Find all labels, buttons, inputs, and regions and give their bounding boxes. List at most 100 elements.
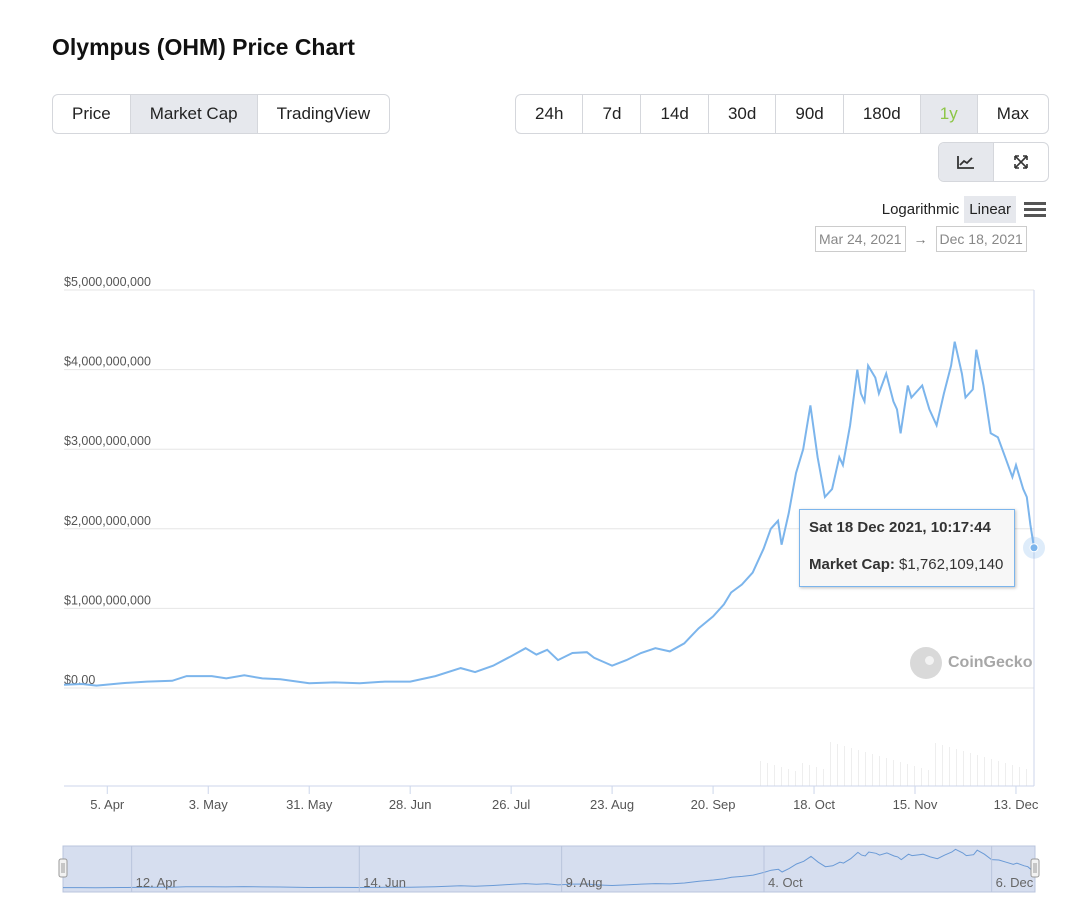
view-tab-price[interactable]: Price xyxy=(53,95,131,133)
tooltip-value: $1,762,109,140 xyxy=(899,556,1004,573)
volume-bar xyxy=(977,755,978,786)
range-tab-180d[interactable]: 180d xyxy=(844,95,921,133)
x-tick-label: 15. Nov xyxy=(893,797,938,812)
volume-bar xyxy=(949,747,950,786)
volume-bar xyxy=(816,767,817,786)
y-axis: $5,000,000,000 $4,000,000,000 $3,000,000,0… xyxy=(64,275,151,687)
range-tab-14d[interactable]: 14d xyxy=(641,95,709,133)
volume-bar xyxy=(809,765,810,786)
volume-bar xyxy=(928,770,929,786)
date-arrow: → xyxy=(913,231,928,247)
volume-bar xyxy=(970,753,971,786)
view-tab-tradingview[interactable]: TradingView xyxy=(276,104,371,123)
logarithmic-option[interactable]: Logarithmic xyxy=(881,201,960,218)
volume-bar xyxy=(956,749,957,786)
volume-bar xyxy=(858,750,859,786)
x-tick-label: 31. May xyxy=(286,797,333,812)
navigator[interactable]: 12. Apr 14. Jun 9. Aug 4. Oct 6. Dec xyxy=(58,845,1040,893)
volume-bar xyxy=(991,759,992,786)
date-from-input[interactable]: Mar 24, 2021 xyxy=(815,226,906,252)
range-tabs: 24h 7d 14d 30d 90d 180d 1y Max xyxy=(515,94,1049,134)
view-tabs: Price Market Cap TradingView xyxy=(52,94,391,134)
tooltip-key: Market Cap: xyxy=(809,556,895,573)
volume-bar xyxy=(865,752,866,786)
volume-bar xyxy=(802,763,803,786)
chart-tools xyxy=(938,142,1049,182)
y-tick-label: $5,000,000,000 xyxy=(64,275,151,289)
volume-bar xyxy=(1026,769,1027,786)
volume-bar xyxy=(907,764,908,786)
volume-bar xyxy=(844,746,845,786)
volume-bar xyxy=(851,748,852,786)
tooltip-date: Sat 18 Dec 2021, 10:17:44 xyxy=(809,519,991,536)
scale-toggle: Logarithmic Linear xyxy=(877,196,1046,223)
fullscreen-button[interactable] xyxy=(994,143,1048,181)
tooltip-value-row: Market Cap: $1,762,109,140 xyxy=(809,556,1005,573)
volume-bar xyxy=(795,771,796,786)
volume-bar xyxy=(1019,767,1020,786)
navigator-tick-label: 6. Dec xyxy=(996,875,1034,890)
x-tick-label: 20. Sep xyxy=(691,797,736,812)
market-cap-line xyxy=(63,341,1035,687)
y-tick-label: $3,000,000,000 xyxy=(64,434,151,448)
navigator-tick-label: 9. Aug xyxy=(566,875,603,890)
view-tab-market-cap[interactable]: Market Cap xyxy=(130,95,258,133)
volume-bar xyxy=(760,761,761,786)
volume-bar xyxy=(837,744,838,786)
x-tick-label: 18. Oct xyxy=(793,797,835,812)
page-title: Olympus (OHM) Price Chart xyxy=(52,34,355,60)
hamburger-menu-icon[interactable] xyxy=(1024,199,1046,220)
fullscreen-icon xyxy=(1014,155,1028,169)
navigator-window[interactable] xyxy=(62,845,1036,893)
x-tick-label: 26. Jul xyxy=(492,797,530,812)
hover-point xyxy=(1029,543,1039,553)
range-tab-30d[interactable]: 30d xyxy=(709,95,777,133)
grid-lines xyxy=(64,289,1035,786)
volume-bar xyxy=(879,756,880,786)
range-tab-7d[interactable]: 7d xyxy=(583,95,642,133)
x-axis: 5. Apr 3. May 31. May 28. Jun 26. Jul 23. Aug… xyxy=(64,785,1039,812)
volume-bar xyxy=(788,769,789,786)
volume-bar xyxy=(886,758,887,786)
x-tick-label: 23. Aug xyxy=(590,797,634,812)
volume-bar xyxy=(963,751,964,786)
volume-bar xyxy=(1012,765,1013,786)
volume-bar xyxy=(781,767,782,786)
navigator-left-handle[interactable] xyxy=(58,858,68,878)
y-tick-label: $4,000,000,000 xyxy=(64,355,151,369)
volume-bar xyxy=(893,760,894,786)
volume-bar xyxy=(823,769,824,786)
linear-option[interactable]: Linear xyxy=(964,196,1016,223)
volume-bar xyxy=(900,762,901,786)
x-tick-label: 13. Dec xyxy=(994,797,1039,812)
coingecko-watermark: CoinGecko xyxy=(910,647,1032,679)
navigator-tick-label: 14. Jun xyxy=(363,875,406,890)
volume-bar xyxy=(1005,763,1006,786)
chart-tooltip: Sat 18 Dec 2021, 10:17:44 Market Cap: $1… xyxy=(799,509,1015,587)
y-tick-label: $1,000,000,000 xyxy=(64,593,151,607)
x-tick-label: 5. Apr xyxy=(90,797,125,812)
date-to-input[interactable]: Dec 18, 2021 xyxy=(935,226,1027,252)
line-chart-icon xyxy=(957,156,974,169)
volume-bar xyxy=(830,742,831,786)
range-tab-90d[interactable]: 90d xyxy=(776,95,844,133)
date-range: Mar 24, 2021 → Dec 18, 2021 xyxy=(815,226,1027,252)
range-tab-max[interactable]: Max xyxy=(996,104,1029,123)
navigator-tick-label: 4. Oct xyxy=(768,875,803,890)
x-tick-label: 3. May xyxy=(189,797,229,812)
series-layer xyxy=(63,341,1045,687)
line-chart-button[interactable] xyxy=(939,143,994,181)
navigator-tick-label: 12. Apr xyxy=(136,875,178,890)
range-tab-1y[interactable]: 1y xyxy=(920,95,978,133)
volume-bar xyxy=(872,754,873,786)
y-tick-label: $2,000,000,000 xyxy=(64,514,151,528)
volume-bars xyxy=(760,742,1027,786)
range-tab-24h[interactable]: 24h xyxy=(516,95,584,133)
volume-bar xyxy=(914,766,915,786)
coingecko-logo-icon xyxy=(910,647,942,679)
navigator-right-handle[interactable] xyxy=(1030,858,1040,878)
volume-bar xyxy=(984,757,985,786)
volume-bar xyxy=(942,745,943,786)
watermark-text: CoinGecko xyxy=(948,654,1033,671)
